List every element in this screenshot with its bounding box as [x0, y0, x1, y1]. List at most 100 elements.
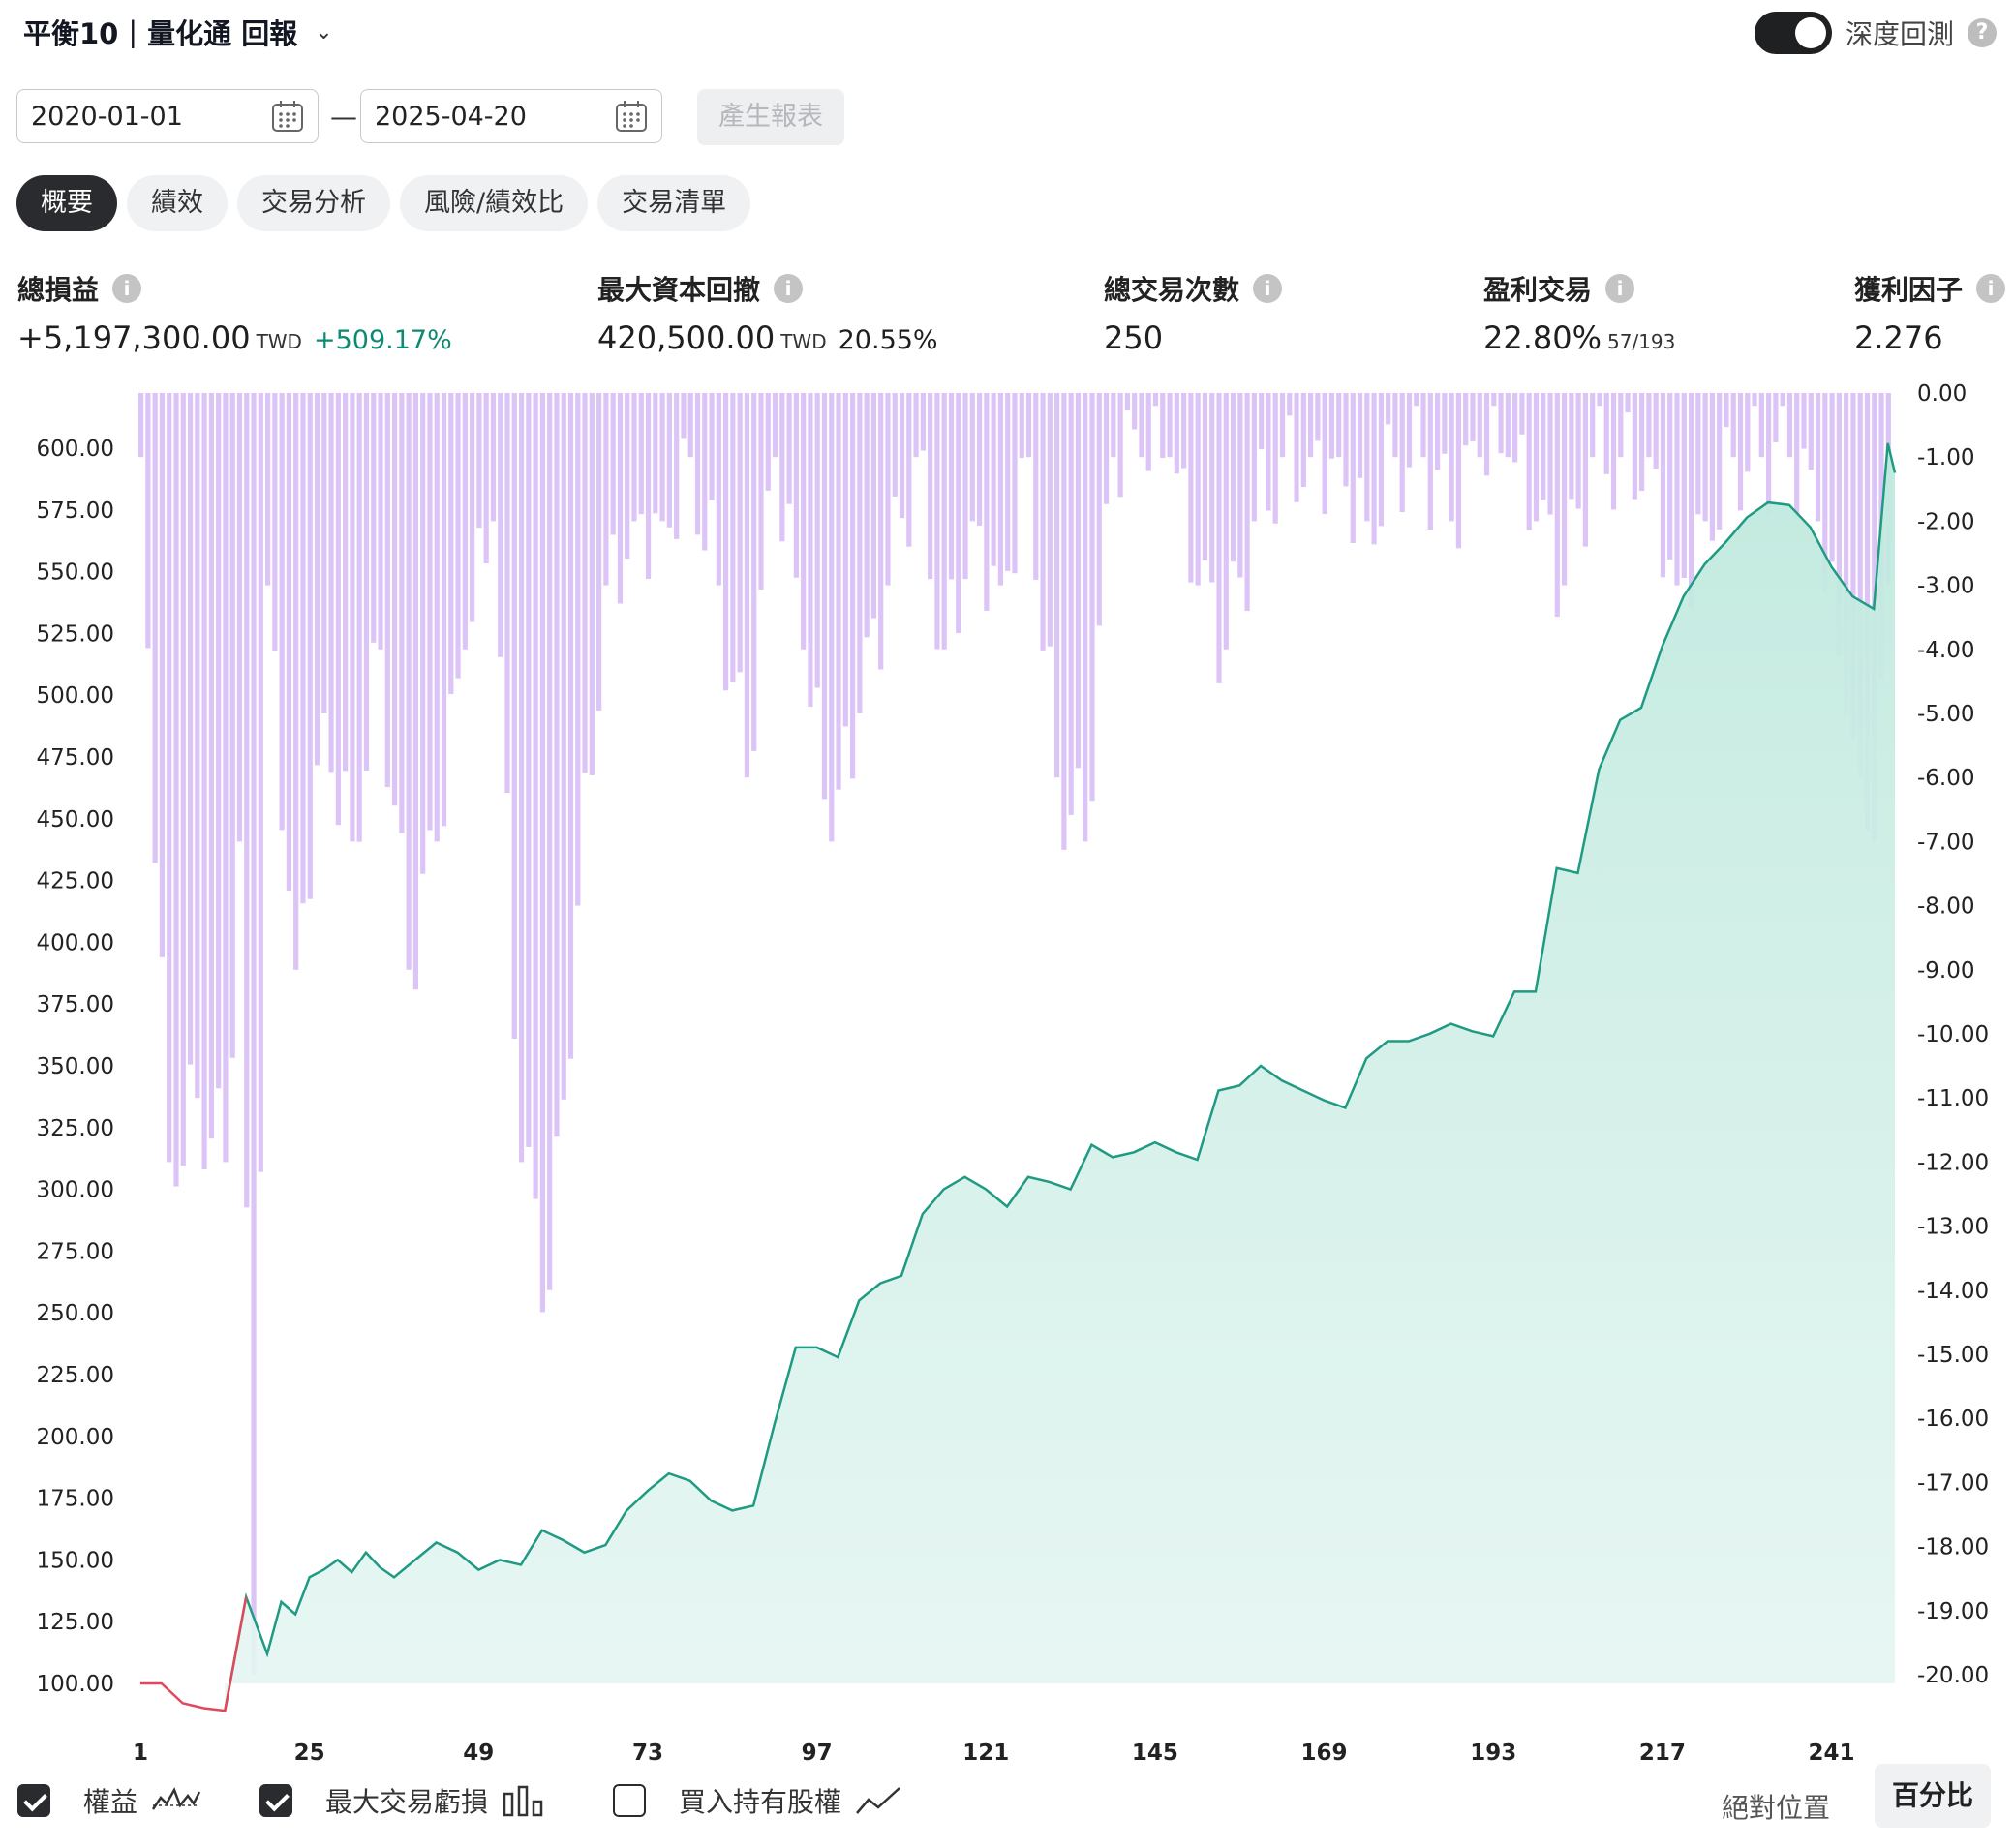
equity-loss-segment — [140, 1596, 248, 1712]
drawdown-bar — [674, 393, 680, 539]
drawdown-bar — [1279, 393, 1286, 458]
drawdown-bar — [350, 393, 355, 842]
legend-equity[interactable]: 權益 — [17, 1781, 201, 1820]
right-axis-tick-label: -20.00 — [1917, 1663, 1989, 1688]
tab-trade-analysis[interactable]: 交易分析 — [237, 175, 390, 231]
info-icon[interactable]: i — [1253, 274, 1283, 303]
equity-chart[interactable]: 600.00 575.00 550.00 525.00 500.00 475.00 450.… — [0, 378, 2014, 1772]
left-axis-tick-label: 200.00 — [37, 1425, 114, 1450]
help-icon[interactable]: ? — [1968, 18, 1997, 47]
end-date-field[interactable]: 2025-04-20 — [360, 89, 662, 143]
drawdown-bar — [751, 393, 757, 751]
x-axis-tick-label: 49 — [463, 1741, 494, 1766]
drawdown-bar — [1625, 393, 1631, 413]
drawdown-bar — [1124, 393, 1130, 411]
generate-report-button[interactable]: 產生報表 — [697, 89, 844, 145]
date-range-dash: — — [330, 101, 357, 133]
calendar-icon[interactable] — [615, 100, 648, 133]
info-icon[interactable]: i — [1605, 274, 1635, 303]
drawdown-bar — [1300, 393, 1306, 488]
x-axis-tick-label: 97 — [802, 1741, 833, 1766]
drawdown-bar — [829, 393, 835, 842]
drawdown-bar — [264, 393, 271, 586]
drawdown-bar — [1195, 393, 1201, 586]
buy-hold-checkbox[interactable] — [613, 1784, 646, 1817]
drawdown-bar — [1632, 393, 1637, 500]
drawdown-bar — [1420, 393, 1426, 458]
info-icon[interactable]: i — [112, 274, 142, 303]
drawdown-bar — [1730, 393, 1736, 458]
drawdown-bar — [772, 393, 778, 458]
drawdown-bar — [1019, 393, 1024, 459]
drawdown-bar — [1386, 393, 1391, 425]
drawdown-bar — [1519, 393, 1525, 435]
report-title: 量化通 回報 — [147, 17, 298, 50]
right-axis-tick-label: -17.00 — [1917, 1470, 1989, 1496]
drawdown-bar — [547, 393, 553, 1290]
drawdown-bar — [814, 393, 820, 688]
drawdown-bar — [526, 393, 532, 1147]
drawdown-bar — [223, 393, 229, 1163]
drawdown-bar — [808, 393, 813, 708]
drawdown-bar — [1786, 393, 1793, 458]
info-icon[interactable]: i — [774, 274, 804, 303]
drawdown-bar — [589, 393, 595, 775]
drawdown-bar — [976, 393, 983, 526]
drawdown-bar — [1808, 393, 1814, 470]
right-axis-tick-label: 0.00 — [1917, 381, 1967, 407]
drawdown-bar — [1541, 393, 1546, 500]
stat-label: 盈利交易 — [1483, 274, 1593, 306]
drawdown-bar — [1857, 393, 1863, 778]
drawdown-bar — [1244, 393, 1250, 612]
drawdown-bar — [1597, 393, 1602, 407]
left-axis: 600.00 575.00 550.00 525.00 500.00 475.00 450.… — [37, 437, 114, 1697]
legend-max-drawdown[interactable]: 最大交易虧損 — [259, 1781, 544, 1820]
legend-buy-hold[interactable]: 買入持有股權 — [613, 1781, 903, 1820]
drawdown-bar — [1505, 393, 1510, 458]
tab-overview[interactable]: 概要 — [16, 175, 117, 231]
percent-toggle[interactable]: 百分比 — [1875, 1764, 1991, 1828]
drawdown-bar — [1702, 393, 1708, 522]
drawdown-bar — [1709, 393, 1715, 541]
tab-trade-list[interactable]: 交易清單 — [597, 175, 751, 231]
drawdown-bar — [1745, 393, 1751, 472]
start-date-field[interactable]: 2020-01-01 — [16, 89, 319, 143]
drawdown-bar — [617, 393, 624, 604]
drawdown-bar — [1075, 393, 1082, 769]
report-title-dropdown[interactable]: 平衡10 | 量化通 回報 ⌄ — [23, 12, 333, 52]
drawdown-bar — [137, 393, 144, 458]
drawdown-bar — [892, 393, 898, 497]
drawdown-bar — [1477, 393, 1482, 458]
tab-performance[interactable]: 績效 — [127, 175, 228, 231]
deep-backtest-toggle[interactable] — [1754, 12, 1832, 54]
drawdown-bar — [1152, 393, 1159, 407]
right-axis-tick-label: -7.00 — [1917, 830, 1975, 855]
drawdown-bar — [716, 393, 721, 586]
drawdown-bar — [567, 393, 574, 1059]
x-axis-tick-label: 1 — [133, 1741, 148, 1766]
drawdown-bar — [511, 393, 517, 1039]
drawdown-bar — [504, 393, 510, 794]
stat-value: +5,197,300.00 — [17, 319, 251, 356]
tab-risk-ratio[interactable]: 風險/績效比 — [400, 175, 589, 231]
max-drawdown-checkbox[interactable] — [259, 1784, 292, 1817]
drawdown-bar — [173, 393, 179, 1187]
drawdown-bar — [1737, 393, 1744, 511]
drawdown-bar — [928, 393, 933, 580]
drawdown-bar — [997, 393, 1004, 586]
drawdown-bar — [1758, 393, 1764, 458]
info-icon[interactable]: i — [1976, 274, 2006, 303]
absolute-position-toggle[interactable]: 絕對位置 — [1721, 1792, 1830, 1824]
drawdown-bar — [335, 393, 341, 826]
drawdown-bar — [1047, 393, 1053, 647]
equity-checkbox[interactable] — [17, 1784, 50, 1817]
drawdown-bar — [1660, 393, 1666, 578]
drawdown-bar — [920, 393, 926, 451]
drawdown-bar — [1801, 393, 1807, 449]
drawdown-bar — [1272, 393, 1278, 524]
calendar-icon[interactable] — [271, 100, 304, 133]
drawdown-bar — [412, 393, 419, 990]
right-axis-tick-label: -8.00 — [1917, 894, 1975, 920]
drawdown-bar — [363, 393, 370, 771]
drawdown-bar — [490, 393, 497, 522]
